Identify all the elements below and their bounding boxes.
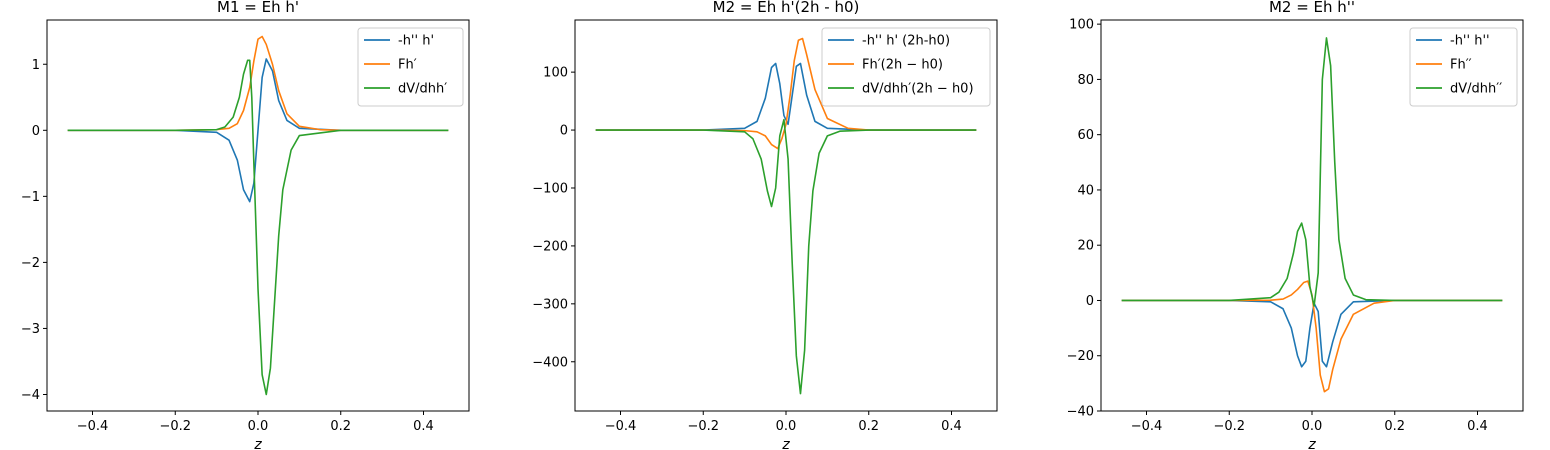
legend: -h'' h' Fh′ dV/dhh′	[357, 27, 464, 107]
legend: -h'' h' (2h-h0) Fh′(2h − h0) dV/dhh′(2h − …	[821, 27, 991, 107]
series-line-3	[67, 59, 449, 396]
x-tick-label: 0.4	[1467, 419, 1488, 434]
legend-box	[357, 27, 464, 107]
plot-area	[1121, 37, 1503, 393]
chart-title: M2 = Eh h'(2h - h0)	[713, 0, 860, 16]
y-tick-label: −300	[532, 297, 568, 312]
y-tick-label: −3	[21, 322, 40, 337]
y-tick-label: −200	[532, 239, 568, 254]
y-tick-label: −20	[1067, 349, 1094, 364]
y-tick-label: −4	[21, 388, 40, 403]
y-tick-label: −100	[532, 181, 568, 196]
y-tick-label: 40	[1077, 183, 1094, 198]
legend-box	[821, 27, 991, 107]
legend-label: -h'' h''	[1450, 34, 1490, 49]
x-tick-label: −0.4	[605, 419, 637, 434]
y-tick-label: 0	[560, 124, 568, 139]
legend-box	[1409, 27, 1518, 107]
y-tick-label: 80	[1077, 73, 1094, 88]
y-tick-label: 1	[32, 58, 40, 73]
y-tick-label: 100	[1069, 18, 1094, 33]
x-tick-label: −0.2	[1213, 419, 1245, 434]
series-line-1	[1121, 299, 1503, 368]
x-tick-label: −0.4	[1131, 419, 1163, 434]
x-tick-label: 0.2	[1384, 419, 1405, 434]
y-tick-label: 60	[1077, 128, 1094, 143]
series-line-1	[67, 58, 449, 203]
y-tick-label: 100	[543, 66, 568, 81]
x-axis-label: z	[1307, 437, 1316, 450]
plot-area	[595, 37, 977, 395]
x-tick-label: −0.2	[159, 419, 191, 434]
series-line-2	[595, 37, 977, 150]
legend-label: dV/dhh′′	[1450, 82, 1502, 97]
legend-label: Fh′(2h − h0)	[862, 58, 943, 73]
series-line-2	[1121, 280, 1503, 393]
y-tick-label: −400	[532, 355, 568, 370]
y-tick-label: −2	[21, 256, 40, 271]
y-tick-label: 20	[1077, 239, 1094, 254]
subplot-2: −0.4 −0.2 0.0 0.2 0.4 −400 −300 −200 −100 0 100 M2 …	[532, 0, 998, 450]
subplot-3: −0.4 −0.2 0.0 0.2 0.4 −40 −20 0 20 40 60 80 100 M2 = …	[1067, 0, 1524, 450]
plot-area	[67, 35, 449, 396]
chart-title: M1 = Eh h'	[217, 0, 299, 16]
x-tick-label: 0.0	[776, 419, 797, 434]
x-tick-label: 0.2	[330, 419, 351, 434]
y-tick-label: −1	[21, 190, 40, 205]
x-tick-label: 0.0	[248, 419, 269, 434]
legend: -h'' h'' Fh′′ dV/dhh′′	[1409, 27, 1518, 107]
legend-label: dV/dhh′(2h − h0)	[862, 82, 974, 97]
x-tick-label: 0.4	[413, 419, 434, 434]
series-line-2	[67, 35, 449, 132]
legend-label: -h'' h' (2h-h0)	[862, 34, 950, 49]
x-tick-label: −0.4	[77, 419, 109, 434]
legend-label: dV/dhh′	[398, 82, 447, 97]
series-line-3	[595, 118, 977, 395]
chart-title: M2 = Eh h''	[1269, 0, 1355, 16]
x-tick-label: 0.4	[941, 419, 962, 434]
y-tick-label: 0	[32, 124, 40, 139]
x-tick-label: 0.0	[1302, 419, 1323, 434]
x-axis-label: z	[253, 437, 262, 450]
legend-label: -h'' h'	[398, 34, 434, 49]
x-tick-label: −0.2	[687, 419, 719, 434]
x-tick-label: 0.2	[858, 419, 879, 434]
y-tick-label: −40	[1067, 405, 1094, 420]
subplot-1: −0.4 −0.2 0.0 0.2 0.4 −4 −3 −2 −1 0 1 M1 = Eh h' z -h…	[21, 0, 470, 450]
series-line-3	[1121, 37, 1503, 307]
legend-label: Fh′′	[1450, 58, 1472, 73]
y-tick-label: 0	[1086, 294, 1094, 309]
legend-label: Fh′	[398, 58, 417, 73]
x-axis-label: z	[781, 437, 790, 450]
